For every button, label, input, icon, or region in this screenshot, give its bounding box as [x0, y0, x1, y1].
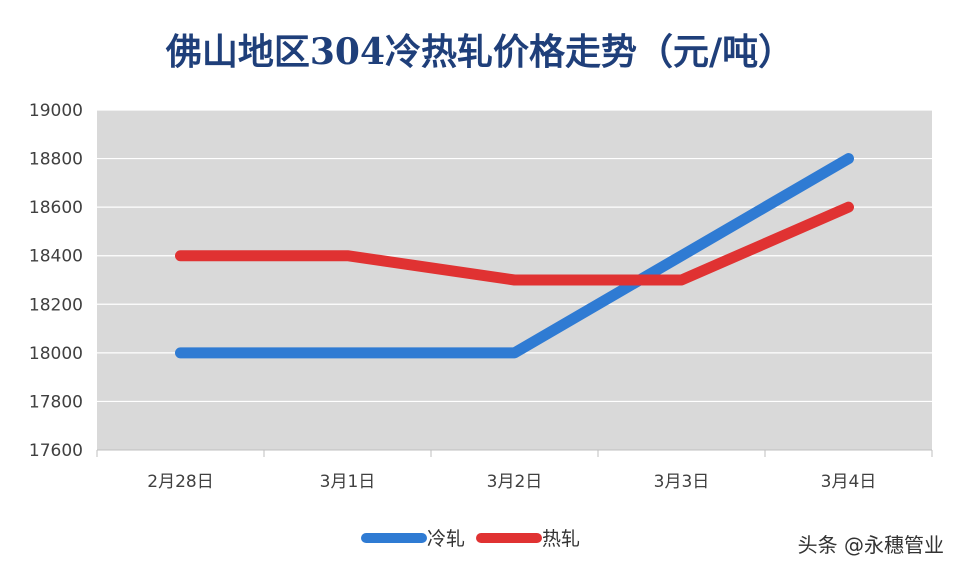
legend-label: 热轧 [542, 528, 580, 550]
y-tick-label: 18000 [29, 344, 83, 364]
chart-title: 佛山地区304冷热轧价格走势（元/吨） [165, 31, 794, 73]
y-tick-label: 17800 [29, 392, 83, 412]
x-tick-label: 3月2日 [487, 472, 543, 492]
y-tick-label: 18800 [29, 150, 83, 170]
x-tick-label: 2月28日 [147, 472, 213, 492]
y-tick-label: 18400 [29, 247, 83, 267]
series-lines [175, 153, 854, 359]
y-tick-label: 18600 [29, 198, 83, 218]
legend-label: 冷轧 [427, 528, 465, 550]
x-axis-ticks: 2月28日 3月1日 3月2日 3月3日 3月4日 [147, 472, 876, 492]
y-axis-ticks: 17600 17800 18000 18200 18400 18600 18800 19000 [29, 101, 83, 461]
y-tick-label: 18200 [29, 295, 83, 315]
x-tick-label: 3月3日 [654, 472, 710, 492]
watermark-text: 头条 @永穗管业 [798, 533, 944, 557]
legend: 冷轧 热轧 [361, 528, 580, 550]
axes [96, 449, 933, 457]
x-tick-label: 3月1日 [320, 472, 376, 492]
y-tick-label: 19000 [29, 101, 83, 121]
y-tick-label: 17600 [29, 441, 83, 461]
x-tick-label: 3月4日 [821, 472, 877, 492]
